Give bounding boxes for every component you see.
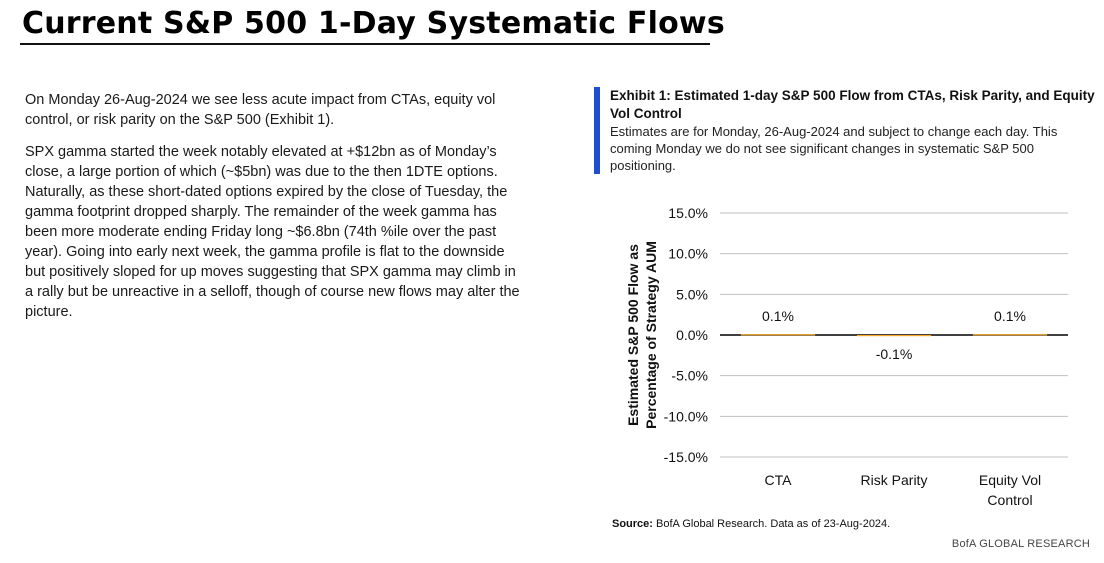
source-label: Source: <box>612 518 653 530</box>
x-tick-label: CTA <box>765 472 793 488</box>
brand-footer: BofA GLOBAL RESEARCH <box>951 538 1090 550</box>
flow-bar-chart: 15.0% 10.0% 5.0% 0.0% -5.0% -10.0% -15.0% 0.1% C… <box>625 205 1068 508</box>
bar <box>856 335 932 337</box>
source-text: BofA Global Research. Data as of 23-Aug-… <box>656 518 891 530</box>
x-tick-label: Risk Parity <box>861 472 928 488</box>
bar <box>972 334 1048 336</box>
y-tick-label: -15.0% <box>664 449 708 465</box>
bar <box>740 334 816 336</box>
exhibit-subtitle: Estimates are for Monday, 26-Aug-2024 an… <box>610 124 1058 173</box>
y-axis-label: Estimated S&P 500 Flow as Percentage of S… <box>625 241 659 429</box>
paragraph: On Monday 26-Aug-2024 we see less acute … <box>25 92 496 128</box>
y-tick-label: -5.0% <box>671 368 708 384</box>
data-label: -0.1% <box>876 346 913 362</box>
x-tick-label: Control <box>987 492 1032 508</box>
y-tick-label: -10.0% <box>664 408 708 424</box>
x-tick-label: Equity Vol <box>979 472 1041 488</box>
y-tick-label: 0.0% <box>676 327 708 343</box>
paragraph: SPX gamma started the week notably eleva… <box>25 144 520 320</box>
body-text: On Monday 26-Aug-2024 we see less acute … <box>25 90 525 334</box>
page-title: Current S&P 500 1-Day Systematic Flows <box>22 6 725 41</box>
title-underline <box>20 43 710 45</box>
data-label: 0.1% <box>762 308 794 324</box>
exhibit-title: Exhibit 1: Estimated 1-day S&P 500 Flow … <box>610 88 1095 121</box>
y-tick-label: 15.0% <box>668 205 708 221</box>
y-tick-label: 5.0% <box>676 286 708 302</box>
exhibit-header: Exhibit 1: Estimated 1-day S&P 500 Flow … <box>594 87 1100 174</box>
data-label: 0.1% <box>994 308 1026 324</box>
y-tick-label: 10.0% <box>668 246 708 262</box>
source-note: Source: BofA Global Research. Data as of… <box>612 518 890 530</box>
